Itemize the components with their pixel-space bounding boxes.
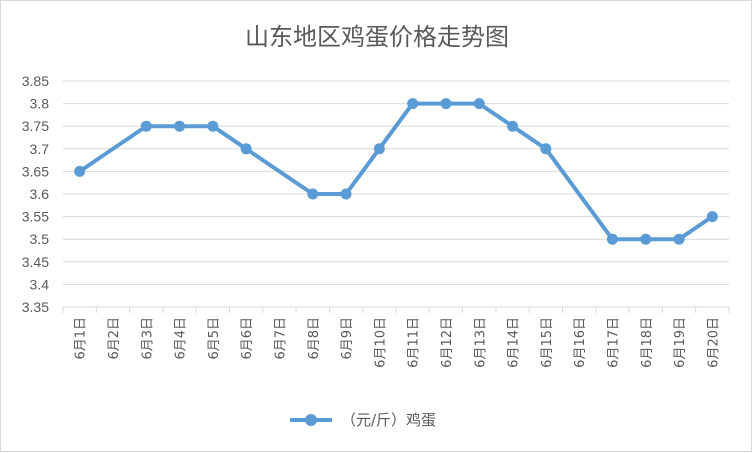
data-point: [407, 98, 419, 110]
y-tick-label: 3.85: [22, 73, 49, 89]
x-tick-label: 6月17日: [606, 317, 621, 368]
data-point: [207, 120, 219, 132]
x-axis-ticks: 6月1日 6月2日 6月3日 6月4日 6月5日 6月6日 6月7日 6月8日 6月9日 6月10…: [74, 317, 722, 368]
x-tick-label: 6月12日: [440, 317, 455, 368]
x-tick-label: 6月13日: [473, 317, 488, 368]
y-tick-label: 3.8: [30, 96, 50, 112]
legend-entry: （元/斤）鸡蛋: [341, 411, 436, 429]
data-point: [640, 233, 652, 245]
x-tick-label: 6月20日: [706, 317, 721, 368]
gridlines: [62, 80, 730, 313]
y-tick-label: 3.6: [30, 186, 50, 202]
y-tick-label: 3.65: [22, 163, 49, 179]
legend-marker: [305, 414, 317, 426]
chart-title: 山东地区鸡蛋价格走势图: [245, 23, 509, 51]
x-tick-label: 6月4日: [174, 317, 189, 360]
data-point: [174, 120, 186, 132]
data-point: [373, 143, 385, 155]
y-axis-ticks: 3.35 3.4 3.45 3.5 3.55 3.6 3.65 3.7 3.75 3.8 3.85: [22, 73, 49, 315]
x-tick-label: 6月11日: [407, 317, 422, 368]
data-point: [507, 120, 519, 132]
y-tick-label: 3.7: [30, 141, 50, 157]
y-tick-label: 3.75: [22, 118, 49, 134]
x-tick-label: 6月9日: [340, 317, 355, 360]
x-tick-label: 6月8日: [307, 317, 322, 360]
data-point: [706, 211, 718, 223]
x-tick-label: 6月7日: [273, 317, 288, 360]
x-tick-label: 6月5日: [207, 317, 222, 360]
x-tick-label: 6月6日: [240, 317, 255, 360]
y-tick-label: 3.5: [30, 231, 50, 247]
data-point: [74, 165, 86, 177]
x-tick-label: 6月15日: [540, 317, 555, 368]
x-tick-label: 6月16日: [573, 317, 588, 368]
x-tick-label: 6月1日: [74, 317, 89, 360]
x-tick-label: 6月18日: [640, 317, 655, 368]
x-tick-label: 6月19日: [673, 317, 688, 368]
data-point: [673, 233, 685, 245]
y-tick-label: 3.45: [22, 254, 49, 270]
x-tick-label: 6月14日: [507, 317, 522, 368]
y-tick-label: 3.35: [22, 299, 49, 315]
x-tick-label: 6月2日: [107, 317, 122, 360]
data-point: [440, 98, 452, 110]
x-tick-label: 6月10日: [373, 317, 388, 368]
x-tick-label: 6月3日: [140, 317, 155, 360]
data-point: [240, 143, 252, 155]
data-point: [606, 233, 618, 245]
data-point: [340, 188, 352, 200]
legend: （元/斤）鸡蛋: [290, 411, 436, 429]
y-tick-label: 3.4: [30, 276, 50, 292]
data-point: [140, 120, 152, 132]
data-point: [473, 98, 485, 110]
data-point: [307, 188, 319, 200]
data-point: [540, 143, 552, 155]
y-tick-label: 3.55: [22, 209, 49, 225]
series-points: [74, 98, 718, 245]
